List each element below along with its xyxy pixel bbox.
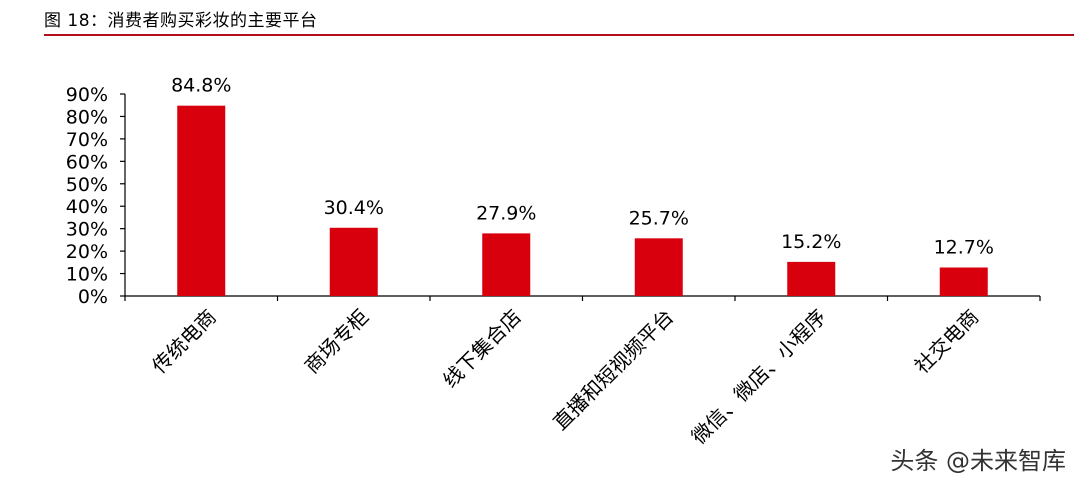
y-tick-label: 20%	[66, 241, 108, 263]
data-label: 27.9%	[476, 202, 536, 224]
bar	[329, 227, 378, 296]
y-tick-label: 70%	[66, 129, 108, 151]
category-label: 商场专柜	[300, 305, 374, 379]
category-labels: 传统电商 商场专柜 线下集合店 直播和短视频平台 微信、微店、小程序 社交电商	[147, 305, 983, 449]
data-label: 12.7%	[934, 236, 994, 258]
figure-title: 图 18：消费者购买彩妆的主要平台	[44, 11, 318, 31]
bar	[634, 238, 683, 296]
category-label: 直播和短视频平台	[548, 305, 678, 435]
watermark: 头条 @未来智库	[890, 447, 1066, 475]
category-label: 社交电商	[910, 305, 984, 379]
y-tick-label: 90%	[66, 84, 108, 106]
category-label: 线下集合店	[438, 305, 526, 393]
y-tick-label: 40%	[66, 196, 108, 218]
bar	[482, 233, 531, 296]
y-axis: 0%10%20%30%40%50%60%70%80%90%	[66, 84, 126, 308]
x-axis	[124, 295, 1041, 301]
y-tick-label: 50%	[66, 174, 108, 196]
y-tick-label: 10%	[66, 264, 108, 286]
bars	[177, 105, 988, 296]
title-divider	[44, 34, 1074, 36]
data-label: 30.4%	[324, 197, 384, 219]
bar	[177, 105, 226, 296]
y-tick-label: 0%	[78, 286, 108, 308]
category-label: 微信、微店、小程序	[687, 305, 831, 449]
data-labels: 84.8% 30.4% 27.9% 25.7% 15.2% 12.7%	[171, 75, 994, 259]
y-tick-label: 60%	[66, 151, 108, 173]
bar	[939, 267, 988, 296]
bar	[787, 261, 836, 296]
y-tick-label: 30%	[66, 219, 108, 241]
y-tick-label: 80%	[66, 106, 108, 128]
data-label: 25.7%	[629, 207, 689, 229]
category-label: 传统电商	[147, 305, 221, 379]
data-label: 84.8%	[171, 75, 231, 97]
data-label: 15.2%	[781, 231, 841, 253]
